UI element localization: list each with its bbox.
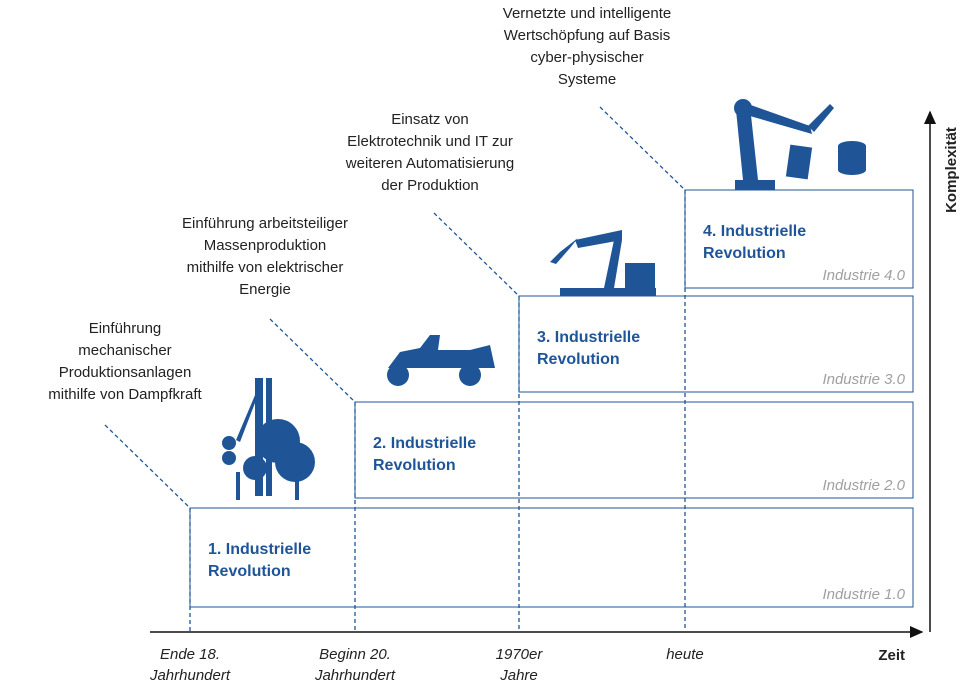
description: Systeme [558,71,616,88]
cyber-icon [734,99,866,190]
x-axis-label: Zeit [878,647,905,664]
industry-label: Industrie 4.0 [822,267,905,284]
stage-title: Revolution [703,245,786,262]
connector [433,212,520,297]
connector [104,424,191,509]
time-label: Jahre [499,667,538,684]
y-axis-label: Komplexität [943,127,960,213]
stage-title: 1. Industrielle [208,541,311,558]
band [354,401,914,499]
steam-machine-icon [222,378,315,500]
description: cyber-physischer [530,49,643,66]
description: mithilfe von Dampfkraft [48,386,202,403]
description: Produktionsanlagen [59,364,192,381]
description: Massenproduktion [204,237,327,254]
connector [599,106,686,191]
description: weiteren Automatisierung [345,155,514,172]
description: Energie [239,281,291,298]
time-label: 1970er [496,646,544,663]
car-icon [387,335,495,386]
robot-icon [550,230,656,296]
description: Vernetzte und intelligente [503,5,671,22]
stage-title: 3. Industrielle [537,329,640,346]
industry-label: Industrie 2.0 [822,477,905,494]
time-label: Jahrhundert [149,667,231,684]
stage-title: Revolution [208,563,291,580]
description: mechanischer [78,342,171,359]
description: Einsatz von [391,111,469,128]
time-label: Jahrhundert [314,667,396,684]
description: Wertschöpfung auf Basis [504,27,670,44]
stage-title: Revolution [537,351,620,368]
time-label: Beginn 20. [319,646,391,663]
time-label: Ende 18. [160,646,220,663]
stage-title: 2. Industrielle [373,435,476,452]
time-label: heute [666,646,704,663]
stage-title: 4. Industrielle [703,223,806,240]
description: Einführung [89,320,162,337]
connector [269,318,356,403]
description: Einführung arbeitsteiliger [182,215,348,232]
description: Elektrotechnik und IT zur [347,133,513,150]
industry-label: Industrie 1.0 [822,586,905,603]
description: der Produktion [381,177,479,194]
description: mithilfe von elektrischer [187,259,344,276]
industry-label: Industrie 3.0 [822,371,905,388]
stage-title: Revolution [373,457,456,474]
band [518,295,914,393]
